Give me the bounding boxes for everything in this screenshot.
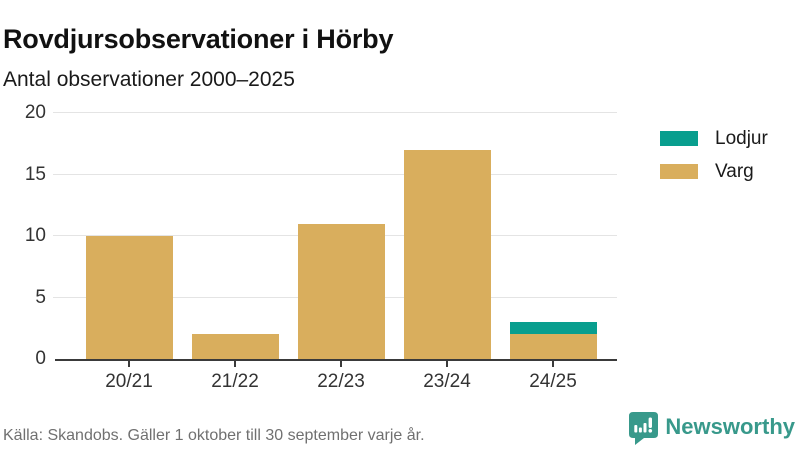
gridline-15 bbox=[53, 173, 617, 175]
plot-area: 0 5 10 15 20 bbox=[25, 102, 617, 369]
y-tick-label-5: 5 bbox=[35, 286, 46, 308]
bar-segment-varg-23/24 bbox=[403, 149, 491, 359]
legend-label-varg: Varg bbox=[715, 161, 754, 182]
newsworthy-brand: Newsworthy bbox=[629, 412, 795, 446]
newsworthy-logo-icon bbox=[629, 412, 659, 445]
x-tick-label-24/25: 24/25 bbox=[500, 361, 606, 393]
gridline-20 bbox=[53, 112, 617, 113]
x-tick-label-22/23: 22/23 bbox=[288, 361, 394, 393]
x-tick-mark-21/22 bbox=[234, 361, 236, 367]
y-tick-label-20: 20 bbox=[24, 102, 46, 123]
bar-slot-24/25 bbox=[500, 322, 606, 359]
page-title: Rovdjursobservationer i Hörby bbox=[3, 24, 394, 55]
chart-subtitle: Antal observationer 2000–2025 bbox=[3, 68, 295, 91]
legend-swatch-varg bbox=[660, 164, 698, 179]
x-label-text-24/25: 24/25 bbox=[529, 371, 577, 392]
source-note: Källa: Skandobs. Gäller 1 oktober till 3… bbox=[3, 427, 425, 444]
bar-slot-21/22 bbox=[182, 334, 288, 359]
x-axis-labels: 20/21 21/22 22/23 23/24 24/25 bbox=[55, 361, 617, 393]
newsworthy-logo-text: Newsworthy bbox=[665, 414, 795, 439]
legend-swatch-lodjur bbox=[660, 131, 698, 146]
bar-22/23 bbox=[297, 223, 385, 359]
bar-slot-20/21 bbox=[76, 236, 182, 359]
bar-slot-22/23 bbox=[288, 223, 394, 359]
x-tick-label-21/22: 21/22 bbox=[182, 361, 288, 393]
legend-label-lodjur: Lodjur bbox=[715, 128, 768, 149]
bar-segment-varg-21/22 bbox=[191, 334, 279, 359]
bar-24/25 bbox=[509, 322, 597, 359]
y-tick-label-10: 10 bbox=[24, 225, 46, 246]
y-tick-label-0: 0 bbox=[35, 348, 46, 369]
x-label-text-23/24: 23/24 bbox=[423, 371, 471, 392]
bar-21/22 bbox=[191, 334, 279, 359]
bar-20/21 bbox=[85, 236, 173, 359]
x-tick-mark-23/24 bbox=[446, 361, 448, 367]
x-tick-mark-20/21 bbox=[128, 361, 130, 367]
bar-slot-23/24 bbox=[394, 149, 500, 359]
x-tick-mark-24/25 bbox=[552, 361, 554, 367]
bar-segment-lodjur-24/25 bbox=[509, 322, 597, 335]
y-tick-label-15: 15 bbox=[24, 163, 46, 185]
x-tick-label-20/21: 20/21 bbox=[76, 361, 182, 393]
x-tick-label-23/24: 23/24 bbox=[394, 361, 500, 393]
x-tick-mark-22/23 bbox=[340, 361, 342, 367]
x-label-text-20/21: 20/21 bbox=[105, 371, 153, 392]
bar-segment-varg-24/25 bbox=[509, 334, 597, 359]
bar-segment-varg-22/23 bbox=[297, 223, 385, 359]
bar-23/24 bbox=[403, 149, 491, 359]
legend-item-lodjur: Lodjur bbox=[660, 129, 768, 148]
bar-segment-varg-20/21 bbox=[85, 236, 173, 359]
x-label-text-21/22: 21/22 bbox=[211, 371, 259, 392]
legend-item-varg: Varg bbox=[660, 162, 768, 181]
bar-series bbox=[55, 105, 617, 359]
x-label-text-22/23: 22/23 bbox=[317, 371, 365, 392]
chart-legend: Lodjur Varg bbox=[660, 129, 768, 195]
